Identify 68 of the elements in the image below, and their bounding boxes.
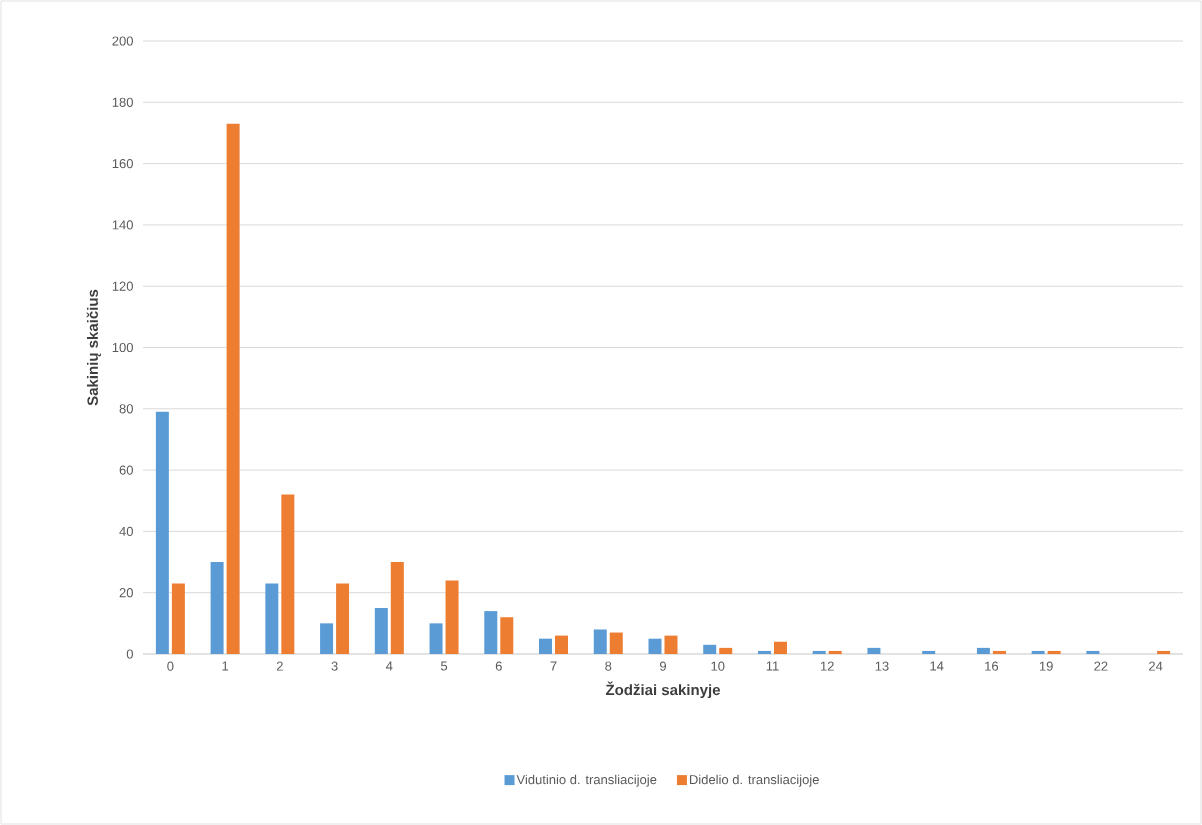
bar bbox=[320, 623, 334, 654]
y-tick-label: 180 bbox=[112, 97, 133, 107]
x-tick-label: 1 bbox=[222, 661, 229, 671]
bar bbox=[500, 617, 514, 654]
x-tick-label: 10 bbox=[711, 661, 725, 671]
x-tick-label: 6 bbox=[495, 661, 502, 671]
bar bbox=[703, 644, 717, 654]
y-tick-label: 160 bbox=[112, 158, 133, 169]
bar bbox=[171, 583, 185, 654]
bar bbox=[336, 583, 350, 654]
bar bbox=[648, 638, 662, 654]
bar bbox=[664, 635, 678, 654]
bar bbox=[773, 641, 787, 654]
y-tick-label: 120 bbox=[112, 281, 133, 291]
bar bbox=[484, 611, 498, 654]
bar bbox=[265, 583, 279, 654]
bar bbox=[593, 629, 607, 654]
x-tick-label: 8 bbox=[605, 661, 612, 671]
y-tick-label: 60 bbox=[119, 465, 133, 475]
y-tick-label: 0 bbox=[126, 649, 133, 659]
x-tick-label: 11 bbox=[766, 661, 779, 671]
bar bbox=[155, 411, 169, 654]
x-tick-label: 24 bbox=[1149, 661, 1163, 671]
bar bbox=[609, 632, 623, 654]
x-tick-label: 14 bbox=[930, 661, 944, 671]
bar bbox=[555, 635, 569, 654]
legend-label: Vidutinio d. transliacijoje bbox=[516, 774, 657, 787]
bar bbox=[390, 562, 404, 654]
bar bbox=[210, 562, 224, 654]
bar bbox=[374, 608, 388, 654]
x-tick-label: 12 bbox=[820, 661, 834, 671]
y-tick-label: 80 bbox=[119, 404, 133, 414]
bar bbox=[828, 650, 842, 654]
bar bbox=[1086, 650, 1100, 654]
bar bbox=[867, 647, 881, 654]
bar bbox=[992, 650, 1006, 654]
y-axis-title: Sakinių skaičius bbox=[86, 289, 101, 406]
y-tick-label: 200 bbox=[112, 36, 133, 46]
bar bbox=[539, 638, 553, 654]
bar bbox=[445, 580, 459, 654]
bar bbox=[429, 623, 443, 654]
x-tick-label: 13 bbox=[875, 661, 889, 671]
bar bbox=[719, 647, 733, 654]
bar bbox=[976, 647, 990, 654]
x-tick-label: 9 bbox=[659, 661, 666, 671]
bar bbox=[1157, 650, 1171, 654]
x-tick-label: 16 bbox=[985, 661, 999, 671]
x-tick-label: 5 bbox=[440, 661, 448, 671]
legend-label: Didelio d. transliacijoje bbox=[689, 774, 819, 787]
bar bbox=[281, 494, 295, 654]
x-axis-title: Žodžiai sakinyje bbox=[605, 681, 720, 699]
x-tick-label: 4 bbox=[386, 661, 393, 671]
y-tick-label: 140 bbox=[112, 220, 133, 230]
x-tick-label: 22 bbox=[1094, 661, 1108, 671]
x-tick-label: 3 bbox=[331, 661, 338, 671]
y-tick-label: 40 bbox=[119, 526, 133, 536]
bar bbox=[812, 650, 826, 654]
x-tick-label: 19 bbox=[1039, 661, 1053, 671]
bar bbox=[1047, 650, 1061, 654]
y-tick-label: 20 bbox=[119, 588, 133, 598]
bar bbox=[226, 123, 240, 654]
x-tick-label: 0 bbox=[167, 661, 174, 671]
bar bbox=[1031, 650, 1045, 654]
x-tick-label: 7 bbox=[550, 661, 557, 671]
bar bbox=[922, 650, 936, 654]
x-tick-label: 2 bbox=[276, 661, 283, 671]
y-tick-label: 100 bbox=[112, 342, 133, 353]
bar bbox=[757, 650, 771, 654]
